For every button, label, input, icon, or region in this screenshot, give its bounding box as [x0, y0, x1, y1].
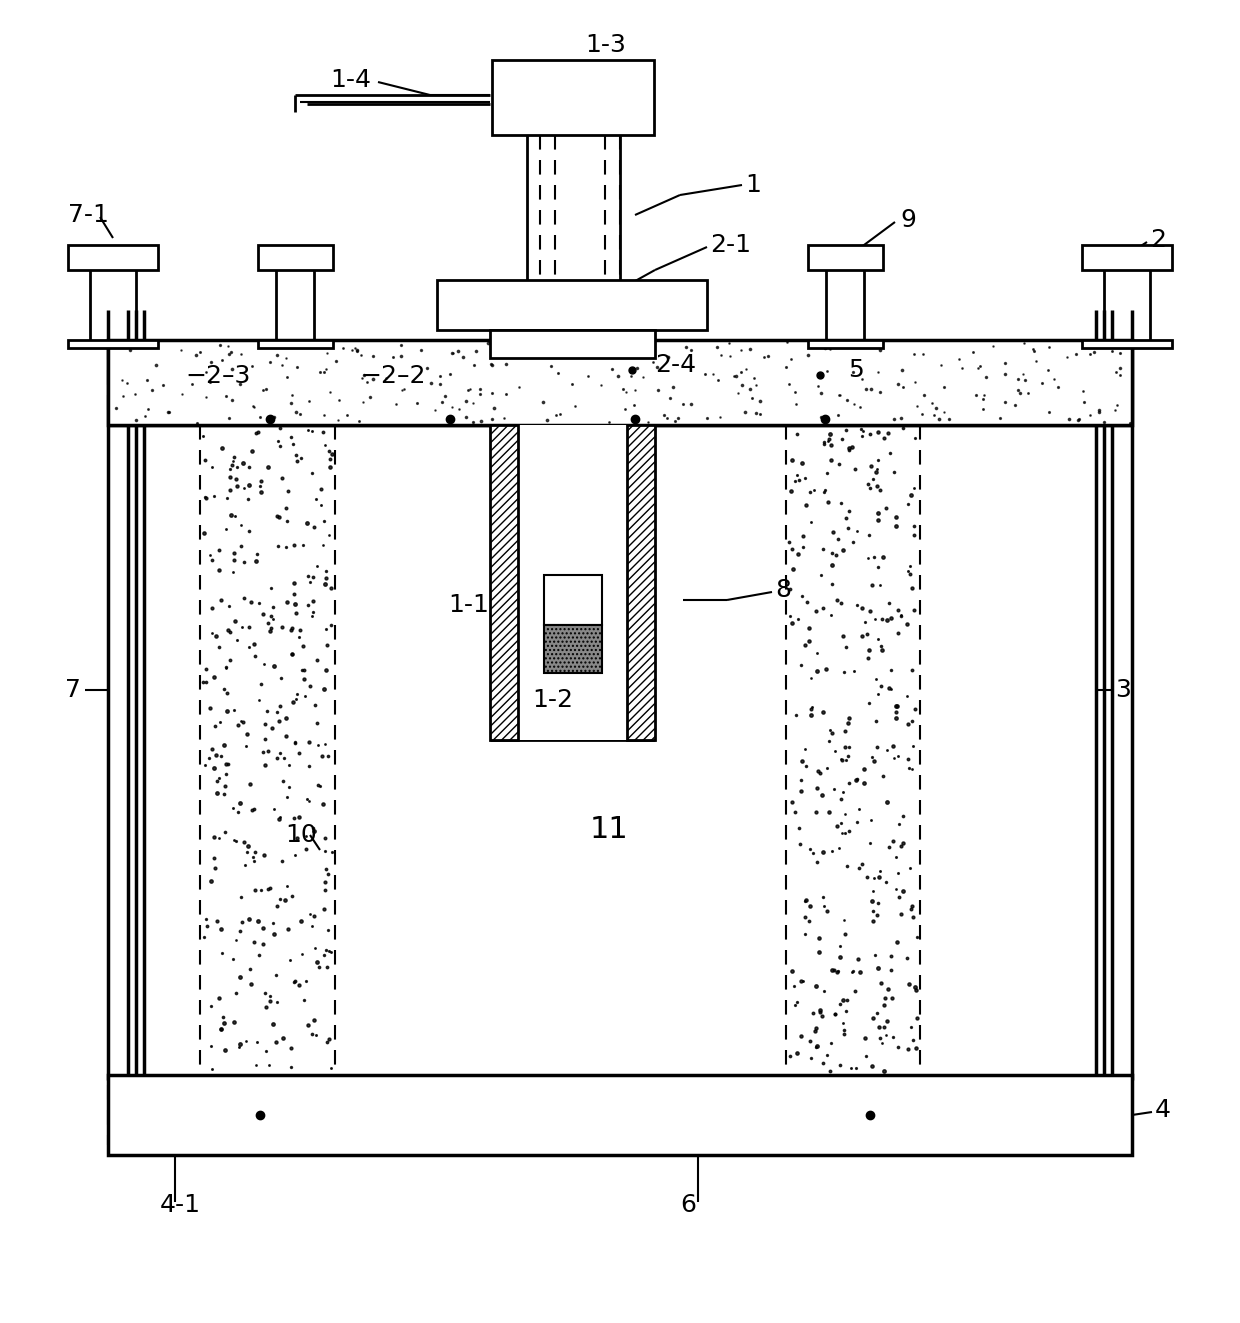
Bar — [490, 329, 655, 359]
Text: 1-1: 1-1 — [448, 593, 489, 617]
Text: 1-4: 1-4 — [330, 67, 371, 93]
Text: −2–2: −2–2 — [360, 364, 425, 388]
Text: 2-1: 2-1 — [711, 233, 751, 257]
Bar — [808, 245, 883, 270]
Bar — [258, 245, 334, 270]
Bar — [258, 340, 334, 348]
Bar — [68, 340, 157, 348]
Bar — [627, 425, 655, 740]
Bar — [808, 340, 883, 348]
Bar — [518, 425, 627, 740]
Text: 4-1: 4-1 — [160, 1193, 201, 1217]
Text: −2–3: −2–3 — [185, 364, 250, 388]
Text: 9: 9 — [900, 208, 916, 232]
Text: 3: 3 — [1115, 677, 1131, 703]
Bar — [436, 280, 707, 329]
Text: 2-4: 2-4 — [655, 353, 696, 377]
Bar — [492, 60, 653, 135]
Bar — [544, 624, 601, 673]
Text: 4: 4 — [1154, 1098, 1171, 1122]
Text: 1: 1 — [745, 173, 761, 197]
Bar — [108, 340, 1132, 425]
Text: 6: 6 — [680, 1193, 696, 1217]
Text: 5: 5 — [848, 359, 864, 382]
Bar — [1083, 245, 1172, 270]
Text: 7: 7 — [64, 677, 81, 703]
Bar — [68, 245, 157, 270]
Bar — [1083, 340, 1172, 348]
Text: 2: 2 — [1149, 228, 1166, 251]
Text: 11: 11 — [590, 815, 629, 844]
Bar — [108, 1076, 1132, 1155]
Text: 10: 10 — [285, 823, 316, 847]
Bar — [544, 576, 601, 624]
Text: 1-3: 1-3 — [585, 33, 626, 57]
Text: 7-1: 7-1 — [68, 202, 109, 228]
Text: 1-2: 1-2 — [532, 688, 573, 712]
Text: 8: 8 — [775, 578, 791, 602]
Bar — [490, 425, 518, 740]
